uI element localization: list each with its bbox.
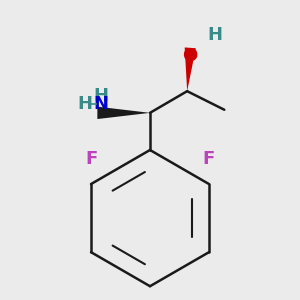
Polygon shape	[185, 47, 196, 91]
Text: O: O	[182, 46, 197, 64]
Text: H: H	[94, 87, 109, 105]
Text: F: F	[203, 150, 215, 168]
Text: H: H	[77, 94, 92, 112]
Polygon shape	[98, 107, 150, 119]
Text: N: N	[94, 94, 109, 112]
Text: H: H	[208, 26, 223, 44]
Text: F: F	[85, 150, 97, 168]
